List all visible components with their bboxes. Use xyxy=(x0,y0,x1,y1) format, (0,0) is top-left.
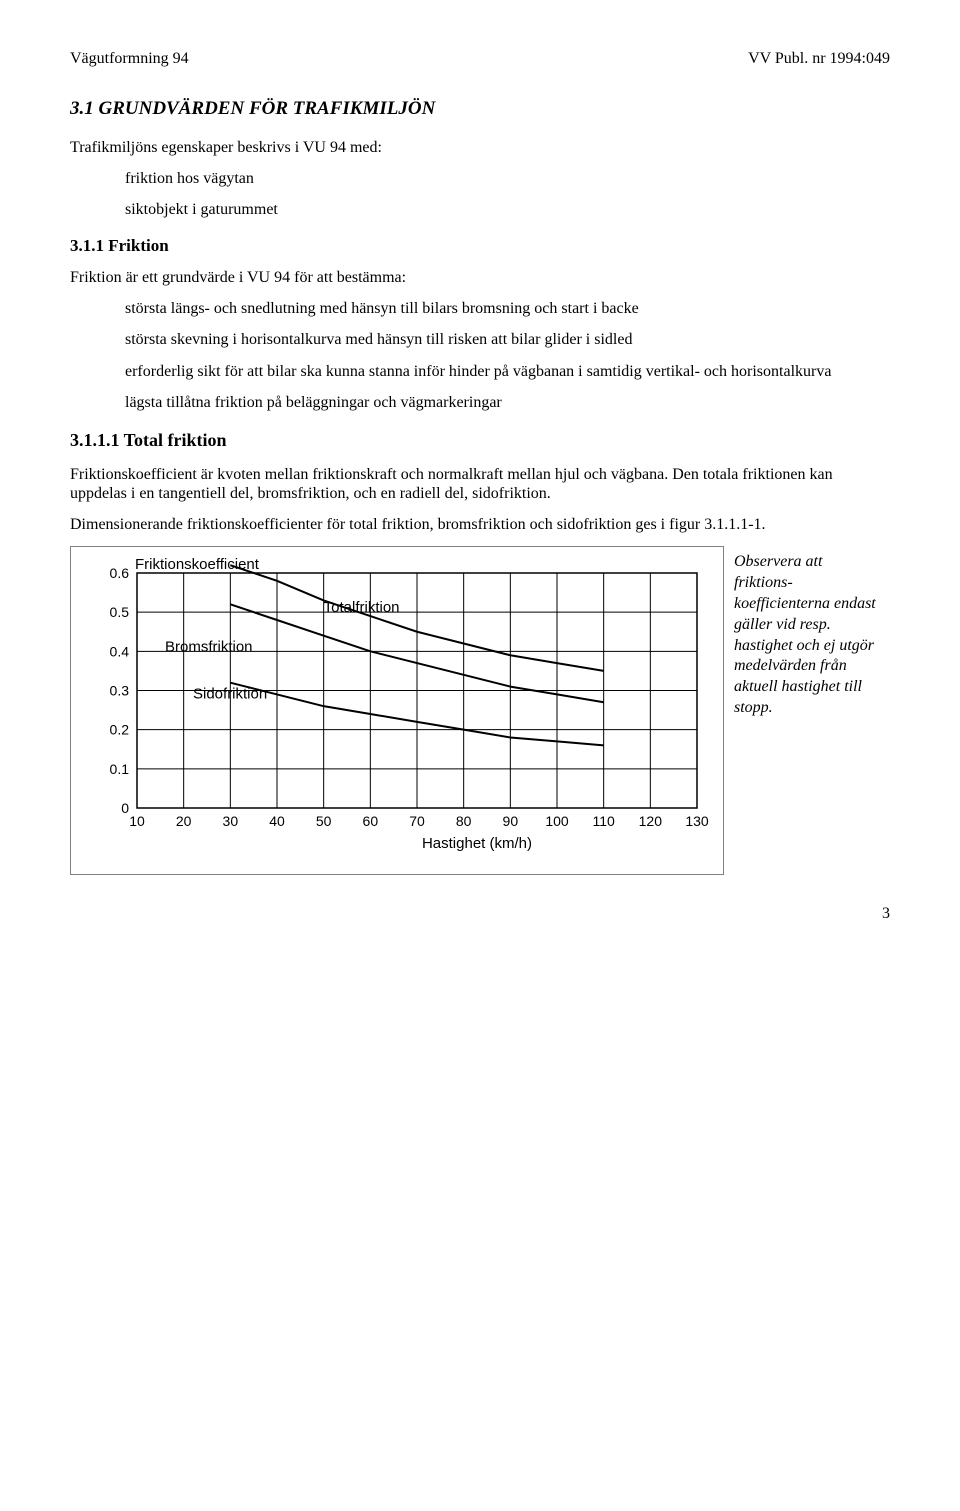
svg-text:130: 130 xyxy=(685,813,709,829)
svg-text:50: 50 xyxy=(316,813,332,829)
bullet-a-0: friktion hos vägytan xyxy=(125,169,890,188)
chart-svg: 10 20 30 40 50 60 70 80 90 100 110 120 130 0 0.1 0.2 0.3… xyxy=(77,553,717,863)
svg-text:Bromsfriktion: Bromsfriktion xyxy=(165,639,253,656)
bullet-b-3: lägsta tillåtna friktion på beläggningar… xyxy=(125,393,890,412)
figure-side-note: Observera att friktions-koefficienterna … xyxy=(734,546,884,718)
subsubsection-title: 3.1.1.1 Total friktion xyxy=(70,430,890,451)
bullet-b-1: största skevning i horisontalkurva med h… xyxy=(125,330,890,349)
svg-text:Sidofriktion: Sidofriktion xyxy=(193,686,267,703)
bullet-b-0: största längs- och snedlutning med hänsy… xyxy=(125,299,890,318)
svg-text:70: 70 xyxy=(409,813,425,829)
section-intro: Trafikmiljöns egenskaper beskrivs i VU 9… xyxy=(70,138,890,157)
header-left: Vägutformning 94 xyxy=(70,50,189,68)
subsection-title: 3.1.1 Friktion xyxy=(70,236,890,256)
svg-text:120: 120 xyxy=(639,813,663,829)
svg-text:90: 90 xyxy=(503,813,519,829)
figure-row: 10 20 30 40 50 60 70 80 90 100 110 120 130 0 0.1 0.2 0.3… xyxy=(70,546,890,875)
svg-text:0.3: 0.3 xyxy=(110,683,130,699)
svg-text:60: 60 xyxy=(363,813,379,829)
svg-text:0.6: 0.6 xyxy=(110,565,130,581)
svg-text:100: 100 xyxy=(545,813,569,829)
svg-text:0.1: 0.1 xyxy=(110,761,130,777)
svg-text:0.4: 0.4 xyxy=(110,644,130,660)
friction-chart: 10 20 30 40 50 60 70 80 90 100 110 120 130 0 0.1 0.2 0.3… xyxy=(70,546,724,875)
paragraph-1: Friktionskoefficient är kvoten mellan fr… xyxy=(70,465,890,503)
svg-text:0: 0 xyxy=(121,800,129,816)
svg-text:110: 110 xyxy=(593,813,616,829)
svg-text:Totalfriktion: Totalfriktion xyxy=(324,600,400,617)
header-right: VV Publ. nr 1994:049 xyxy=(748,50,890,68)
bullet-b-2: erforderlig sikt för att bilar ska kunna… xyxy=(125,362,890,381)
svg-text:10: 10 xyxy=(129,813,145,829)
svg-text:0.5: 0.5 xyxy=(110,605,130,621)
bullet-a-1: siktobjekt i gaturummet xyxy=(125,200,890,219)
svg-text:0.2: 0.2 xyxy=(110,722,130,738)
svg-text:30: 30 xyxy=(223,813,239,829)
paragraph-2: Dimensionerande friktionskoefficienter f… xyxy=(70,515,890,534)
section-title: 3.1 GRUNDVÄRDEN FÖR TRAFIKMILJÖN xyxy=(70,98,890,120)
page-header: Vägutformning 94 VV Publ. nr 1994:049 xyxy=(70,50,890,68)
subsection-intro: Friktion är ett grundvärde i VU 94 för a… xyxy=(70,268,890,287)
svg-text:80: 80 xyxy=(456,813,472,829)
page-number: 3 xyxy=(70,905,890,923)
svg-text:20: 20 xyxy=(176,813,192,829)
svg-text:Friktionskoefficient: Friktionskoefficient xyxy=(135,556,260,573)
svg-text:Hastighet (km/h): Hastighet (km/h) xyxy=(422,835,532,852)
svg-text:40: 40 xyxy=(269,813,285,829)
